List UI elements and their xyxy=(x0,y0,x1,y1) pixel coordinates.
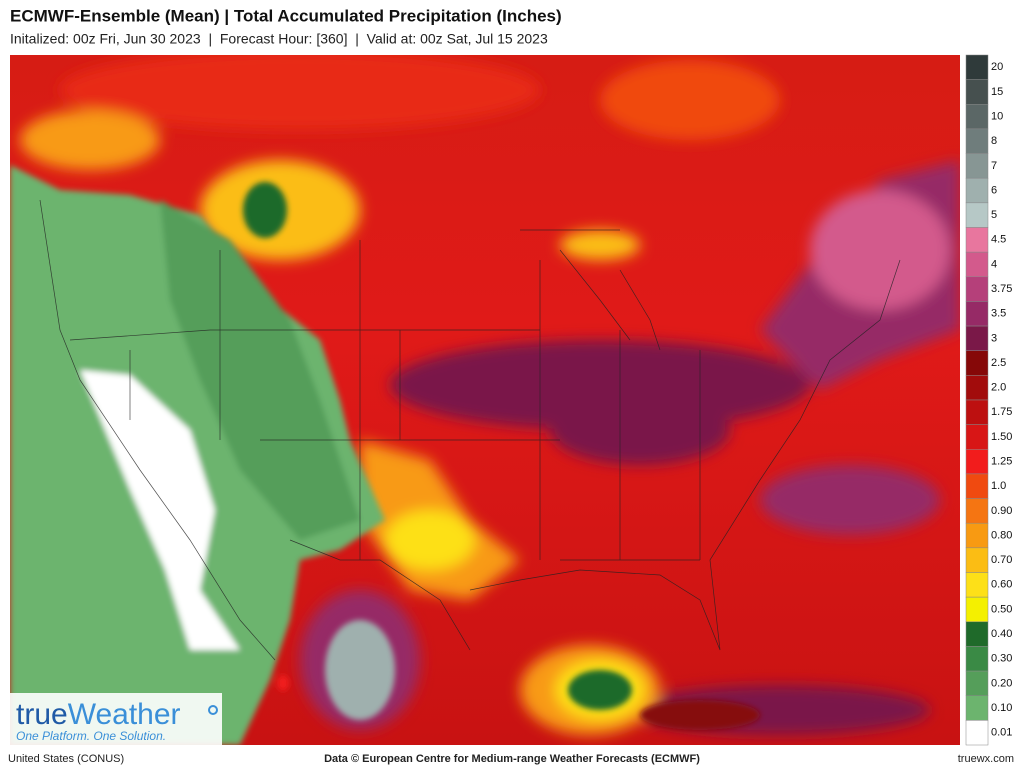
legend-label: 2.0 xyxy=(991,382,1006,394)
legend-label: 0.50 xyxy=(991,603,1012,615)
legend-swatch xyxy=(965,325,989,351)
logo: trueWeather xyxy=(16,698,181,731)
legend-label: 0.40 xyxy=(991,628,1012,640)
legend-swatch xyxy=(965,79,989,105)
legend-swatch xyxy=(965,399,989,425)
legend-label: 0.60 xyxy=(991,579,1012,591)
footer-site: truewx.com xyxy=(958,753,1014,765)
title: ECMWF-Ensemble (Mean) | Total Accumulate… xyxy=(10,6,562,25)
legend-swatch xyxy=(965,177,989,204)
legend-label: 0.10 xyxy=(991,702,1012,714)
legend-swatch xyxy=(965,621,989,647)
logo-tagline: One Platform. One Solution. xyxy=(16,729,166,743)
legend-label: 0.30 xyxy=(991,653,1012,665)
legend-label: 0.80 xyxy=(991,529,1012,541)
legend-label: 1.50 xyxy=(991,431,1012,443)
precip-map xyxy=(10,55,960,745)
legend-swatch xyxy=(965,301,989,327)
legend-label: 3.75 xyxy=(991,283,1012,295)
legend-swatch xyxy=(965,375,989,401)
legend-label: 1.25 xyxy=(991,456,1012,468)
legend-label: 15 xyxy=(991,86,1003,98)
legend-label: 0.20 xyxy=(991,677,1012,689)
legend-swatch xyxy=(965,498,989,524)
legend-swatch xyxy=(965,572,989,598)
legend-label: 4 xyxy=(991,258,997,270)
legend-label: 0.70 xyxy=(991,554,1012,566)
legend-swatch xyxy=(965,227,989,253)
legend-swatch xyxy=(965,670,989,696)
legend-label: 4.5 xyxy=(991,234,1006,246)
legend-swatch xyxy=(965,522,989,549)
legend-swatch xyxy=(965,128,989,154)
legend-label: 7 xyxy=(991,160,997,172)
legend-label: 6 xyxy=(991,184,997,196)
legend-label: 3 xyxy=(991,332,997,344)
logo-box xyxy=(10,693,222,745)
legend-swatch xyxy=(965,547,989,573)
legend-label: 1.75 xyxy=(991,406,1012,418)
legend-swatch xyxy=(965,473,989,499)
legend-swatch xyxy=(965,596,989,623)
subtitle: Initalized: 00z Fri, Jun 30 2023 | Forec… xyxy=(10,31,548,47)
legend-label: 2.5 xyxy=(991,357,1006,369)
legend-swatch xyxy=(965,276,989,302)
legend-swatch xyxy=(965,350,989,376)
footer-credit: Data © European Centre for Medium-range … xyxy=(324,753,700,765)
legend: 20 15 10 8 7 6 5 4.5 4 3.75 3.5 3 2.5 2.0 1.75 1.50 1.25… xyxy=(965,54,1012,746)
legend-label: 0.90 xyxy=(991,505,1012,517)
legend-label: 10 xyxy=(991,111,1003,123)
logo-dot xyxy=(208,705,218,715)
legend-label: 5 xyxy=(991,209,997,221)
logo-true: true xyxy=(16,698,68,731)
legend-label: 3.5 xyxy=(991,308,1006,320)
legend-label: 0.01 xyxy=(991,727,1012,739)
legend-swatch xyxy=(965,104,989,130)
logo-weather: Weather xyxy=(68,698,181,731)
footer-region: United States (CONUS) xyxy=(8,753,124,765)
legend-label: 8 xyxy=(991,135,997,147)
legend-swatch xyxy=(965,251,989,278)
legend-swatch xyxy=(965,153,989,179)
legend-label: 20 xyxy=(991,61,1003,73)
legend-swatch xyxy=(965,202,989,228)
legend-swatch xyxy=(965,695,989,721)
legend-swatch xyxy=(965,424,989,450)
legend-swatch xyxy=(965,449,989,475)
legend-label: 1.0 xyxy=(991,480,1006,492)
legend-swatch xyxy=(965,720,989,746)
legend-swatch xyxy=(965,646,989,672)
legend-swatch xyxy=(965,54,989,80)
